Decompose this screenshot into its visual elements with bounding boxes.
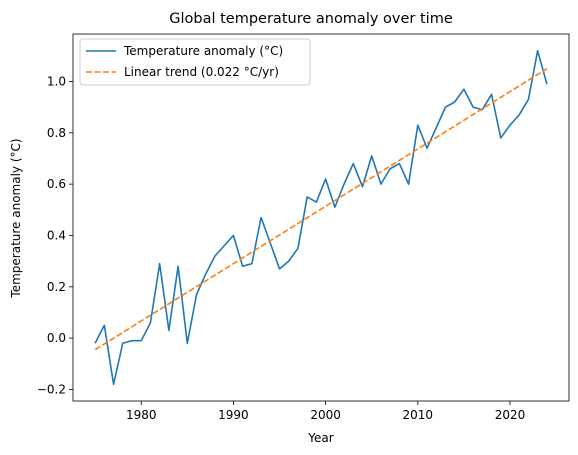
x-tick-label: 2010 [403, 408, 434, 422]
y-axis-label: Temperature anomaly (°C) [9, 138, 23, 298]
x-axis-label: Year [307, 431, 333, 445]
y-tick-label: 0.0 [47, 331, 66, 345]
series-line-1 [94, 67, 548, 351]
series-line-0 [94, 49, 548, 386]
y-tick-label: 0.2 [47, 280, 66, 294]
axes: 1980 1990 2000 2010 2020 −0.2 0.0 0.2 0.4 0.6 0.8 1… [37, 33, 570, 422]
y-tick-label: 0.4 [47, 228, 66, 242]
y-tick-label: 1.0 [47, 74, 66, 88]
plot-frame [72, 33, 570, 402]
y-tick-label: 0.6 [47, 177, 66, 191]
legend-label-1: Linear trend (0.022 °C/yr) [124, 65, 279, 79]
chart-title: Global temperature anomaly over time [169, 11, 453, 27]
legend: Temperature anomaly (°C) Linear trend (0.… [79, 38, 311, 86]
plot-area [94, 49, 548, 386]
y-tick-label: −0.2 [37, 382, 66, 396]
x-tick-label: 1990 [218, 408, 249, 422]
x-tick-label: 1980 [126, 408, 157, 422]
legend-label-0: Temperature anomaly (°C) [123, 44, 283, 58]
legend-box [79, 38, 311, 86]
x-tick-label: 2020 [495, 408, 526, 422]
y-tick-label: 0.8 [47, 126, 66, 140]
x-tick-label: 2000 [310, 408, 341, 422]
